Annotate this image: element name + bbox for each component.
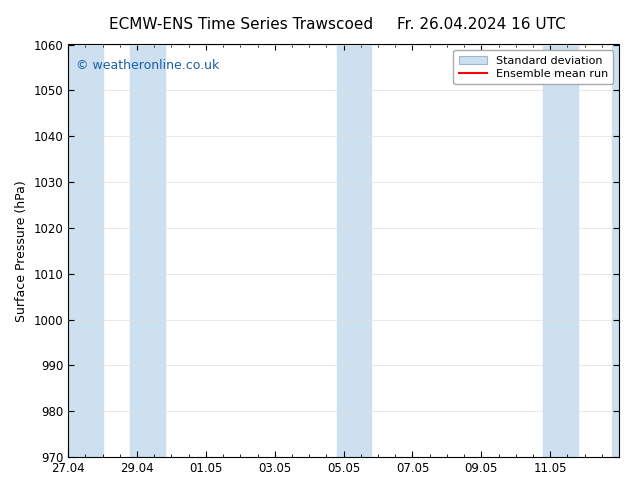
Text: ECMW-ENS Time Series Trawscoed: ECMW-ENS Time Series Trawscoed <box>109 17 373 32</box>
Legend: Standard deviation, Ensemble mean run: Standard deviation, Ensemble mean run <box>453 50 614 84</box>
Text: © weatheronline.co.uk: © weatheronline.co.uk <box>77 59 219 72</box>
Y-axis label: Surface Pressure (hPa): Surface Pressure (hPa) <box>15 180 28 322</box>
Bar <box>337 45 371 457</box>
Bar <box>68 45 103 457</box>
Bar <box>612 45 619 457</box>
Bar <box>543 45 578 457</box>
Bar <box>130 45 165 457</box>
Text: Fr. 26.04.2024 16 UTC: Fr. 26.04.2024 16 UTC <box>398 17 566 32</box>
